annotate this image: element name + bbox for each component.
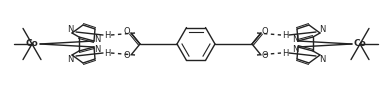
Text: H: H	[104, 48, 110, 57]
Text: O: O	[262, 51, 268, 61]
Text: N: N	[292, 45, 298, 54]
Text: N: N	[319, 24, 325, 34]
Text: N: N	[94, 34, 100, 43]
Text: O: O	[124, 27, 130, 37]
Text: N: N	[319, 54, 325, 64]
Text: N: N	[67, 54, 73, 64]
Text: Co: Co	[25, 40, 38, 48]
Text: O: O	[262, 27, 268, 37]
Text: N: N	[67, 24, 73, 34]
Text: N: N	[292, 34, 298, 43]
Text: H: H	[104, 31, 110, 40]
Text: H: H	[282, 31, 288, 40]
Text: N: N	[94, 45, 100, 54]
Text: H: H	[282, 48, 288, 57]
Text: Co: Co	[354, 40, 367, 48]
Text: O: O	[124, 51, 130, 61]
